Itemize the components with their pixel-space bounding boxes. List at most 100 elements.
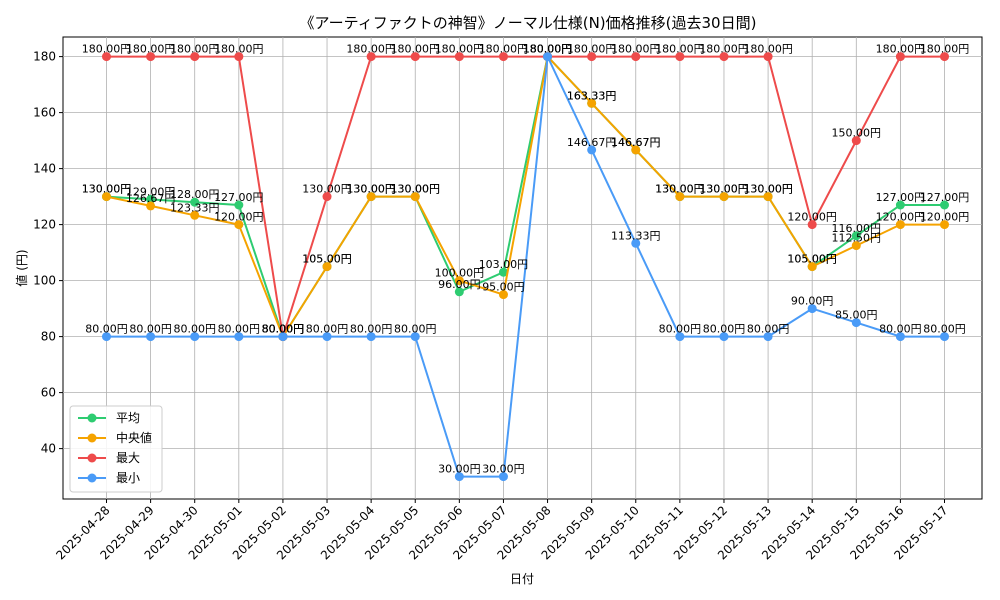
data-point	[851, 318, 861, 328]
chart-title: 《アーティファクトの神智》ノーマル仕様(N)価格推移(過去30日間)	[300, 14, 757, 32]
data-point	[102, 332, 111, 342]
data-label: 80.00円	[173, 323, 216, 336]
data-label: 163.33円	[567, 89, 617, 102]
legend-marker	[87, 473, 97, 483]
data-label: 130.00円	[743, 183, 793, 196]
data-label: 80.00円	[879, 323, 922, 336]
data-label: 130.00円	[82, 183, 132, 196]
data-point	[190, 52, 200, 62]
data-label: 180.00円	[82, 43, 132, 56]
data-label: 180.00円	[523, 43, 573, 56]
data-point	[234, 52, 244, 62]
data-point	[940, 332, 949, 342]
legend-label: 最小	[116, 471, 140, 485]
data-point	[940, 52, 949, 62]
series-line-3	[106, 52, 945, 478]
data-point	[631, 238, 641, 248]
data-point	[498, 290, 508, 300]
data-point	[322, 332, 332, 342]
y-tick-label: 160	[33, 106, 56, 120]
data-point	[498, 267, 508, 277]
data-label: 129.00円	[126, 185, 176, 198]
data-label: 80.00円	[262, 323, 305, 336]
plot-area	[62, 36, 983, 500]
data-point	[807, 220, 817, 230]
data-point	[234, 220, 244, 230]
data-label: 80.00円	[262, 323, 305, 336]
data-point	[366, 192, 376, 202]
y-tick-label: 80	[41, 330, 56, 344]
data-label: 163.33円	[567, 89, 617, 102]
legend-marker	[87, 433, 97, 443]
data-label: 80.00円	[262, 323, 305, 336]
data-label: 127.00円	[214, 191, 264, 204]
data-label: 130.00円	[699, 183, 749, 196]
data-point	[454, 276, 464, 286]
data-label: 30.00円	[482, 463, 525, 476]
data-label: 126.67円	[126, 192, 176, 205]
data-label: 112.50円	[832, 232, 882, 245]
data-point	[146, 194, 156, 204]
data-label: 30.00円	[438, 463, 481, 476]
data-point	[719, 332, 729, 342]
y-tick-label: 60	[41, 386, 56, 400]
data-label: 85.00円	[835, 309, 878, 322]
data-label: 180.00円	[126, 43, 176, 56]
data-label: 130.00円	[346, 183, 396, 196]
data-label: 130.00円	[302, 183, 352, 196]
data-point	[675, 52, 685, 62]
data-label: 127.00円	[920, 191, 970, 204]
data-label: 80.00円	[747, 323, 790, 336]
y-tick-label: 140	[33, 162, 56, 176]
y-tick-label: 40	[41, 442, 56, 456]
x-axis-ticks: 2025-04-282025-04-292025-04-302025-05-01…	[53, 499, 951, 562]
data-label: 180.00円	[920, 43, 970, 56]
data-point	[587, 145, 597, 155]
data-label: 113.33円	[611, 229, 661, 242]
data-label: 146.67円	[611, 136, 661, 149]
data-point	[234, 200, 244, 210]
data-label: 105.00円	[302, 253, 352, 266]
data-label: 120.00円	[920, 211, 970, 224]
data-label: 80.00円	[262, 323, 305, 336]
data-point	[851, 241, 861, 251]
data-label: 105.00円	[302, 253, 352, 266]
data-label: 95.00円	[482, 281, 525, 294]
data-point	[454, 52, 464, 62]
data-label: 80.00円	[659, 323, 702, 336]
data-point	[763, 52, 773, 62]
legend-label: 最大	[116, 451, 140, 465]
data-label: 120.00円	[876, 211, 926, 224]
data-label: 180.00円	[479, 43, 529, 56]
data-point	[895, 52, 905, 62]
legend-box	[69, 405, 163, 493]
data-point	[102, 52, 111, 62]
x-axis-label: 日付	[510, 572, 534, 586]
legend-marker	[87, 453, 97, 463]
data-label: 130.00円	[346, 183, 396, 196]
data-label: 80.00円	[350, 323, 393, 336]
data-point	[719, 192, 729, 202]
y-tick-label: 120	[33, 218, 56, 232]
data-label: 130.00円	[390, 183, 440, 196]
data-point	[322, 262, 332, 272]
y-tick-label: 100	[33, 274, 56, 288]
data-point	[322, 192, 332, 202]
data-point	[763, 332, 773, 342]
data-point	[807, 304, 817, 314]
data-point	[498, 472, 508, 482]
data-label: 80.00円	[394, 323, 437, 336]
data-point	[146, 332, 156, 342]
data-label: 90.00円	[791, 295, 834, 308]
data-point	[498, 52, 508, 62]
data-label: 127.00円	[876, 191, 926, 204]
data-point	[719, 52, 729, 62]
data-label: 96.00円	[438, 278, 481, 291]
data-label: 105.00円	[787, 253, 837, 266]
data-label: 146.67円	[567, 136, 617, 149]
series-line-1	[106, 54, 945, 339]
data-label: 180.00円	[346, 43, 396, 56]
data-label: 130.00円	[655, 183, 705, 196]
data-label: 116.00円	[832, 222, 882, 235]
